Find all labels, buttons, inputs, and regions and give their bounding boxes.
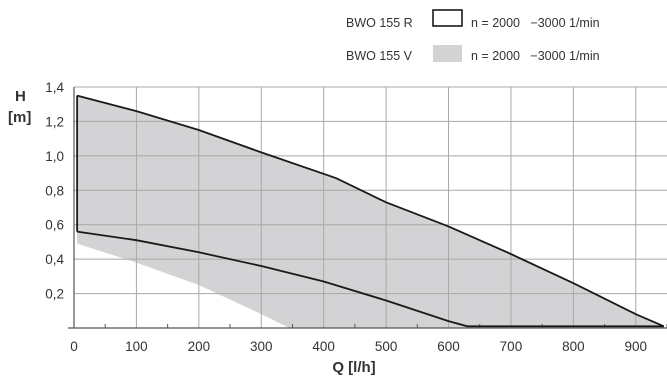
legend-label-series-1: BWO 155 R	[346, 16, 413, 30]
series-area-2	[77, 95, 664, 328]
y-tick-label: 0,8	[45, 183, 64, 198]
legend-speed-series-1: n = 2000 −3000 1/min	[471, 16, 600, 30]
series-1-max-curve	[76, 94, 665, 328]
y-tick-label: 0,4	[45, 252, 64, 267]
x-tick-label: 400	[312, 339, 335, 354]
x-tick-label: 300	[250, 339, 273, 354]
y-tick-label: 1,2	[45, 114, 64, 129]
y-axis-title-line-1: H	[15, 88, 26, 105]
series-1-min-curve	[76, 230, 664, 328]
x-tick-label: 200	[188, 339, 211, 354]
y-tick-label: 0,6	[45, 218, 64, 233]
x-tick-label: 500	[375, 339, 398, 354]
tick-label-layer: 0 100 200 300 400 500 600 700 800 900 0,2 0,4 0,6 0,8…	[45, 80, 647, 354]
y-tick-label: 1,4	[45, 80, 64, 95]
curve-layer	[76, 94, 665, 328]
y-tick-label: 1,0	[45, 149, 64, 164]
legend-swatch-series-1	[432, 9, 463, 27]
x-tick-label: 600	[437, 339, 460, 354]
plot-fill-layer	[77, 95, 664, 328]
x-tick-label: 800	[562, 339, 585, 354]
legend-swatch-series-2	[433, 45, 462, 62]
legend: BWO 155 R n = 2000 −3000 1/min BWO 155 V…	[346, 9, 600, 63]
y-axis-title-line-2: [m]	[8, 109, 31, 126]
x-axis-title: Q [l/h]	[332, 359, 375, 376]
legend-label-series-2: BWO 155 V	[346, 49, 413, 63]
x-tick-label: 100	[125, 339, 148, 354]
y-tick-label: 0,2	[45, 287, 64, 302]
x-tick-label: 700	[500, 339, 523, 354]
x-tick-label: 900	[625, 339, 648, 354]
x-tick-label: 0	[70, 339, 78, 354]
legend-speed-series-2: n = 2000 −3000 1/min	[471, 49, 600, 63]
grid-layer	[68, 86, 667, 329]
